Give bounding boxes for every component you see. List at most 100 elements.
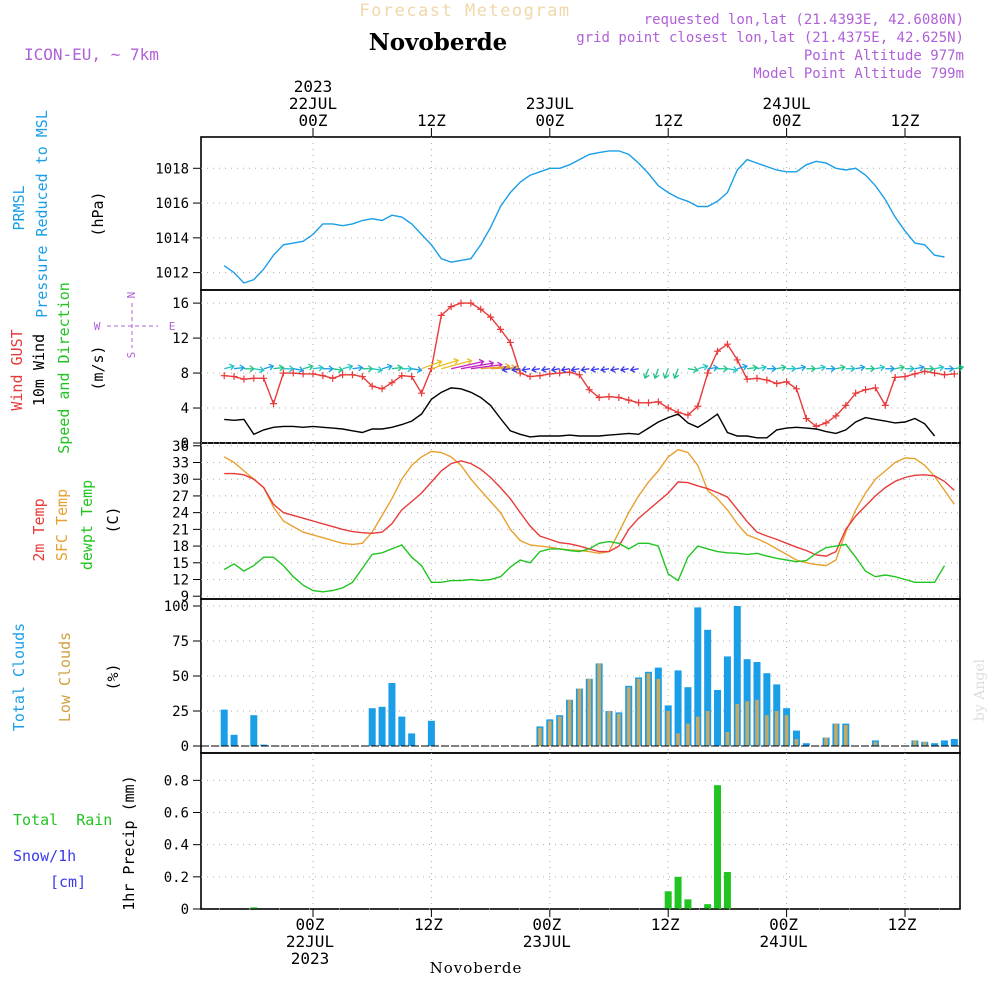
wind-direction-arrow [806,365,817,373]
wind-direction-arrow [431,357,460,370]
rain-bar [664,891,672,909]
wind-gust-marker [585,386,593,394]
wind-direction-arrow [332,366,344,374]
wind-direction-arrow [924,365,935,373]
wind-gust-marker [704,369,712,377]
total-cloud-bar [250,715,258,746]
wind-direction-arrow [401,365,413,373]
wind-direction-arrow [501,365,511,373]
wind-10m-line [224,387,936,439]
low-cloud-bar [597,663,601,746]
wind-gust-marker [329,374,337,382]
rain-bar [684,899,692,909]
data-marks [201,150,965,910]
wind-gust-marker [792,385,800,393]
pressure-y-tick-label: 1018 [155,161,189,177]
wind-direction-arrow [707,364,719,372]
clouds-y-tick-label: 100 [164,599,189,615]
wind-gust-marker [714,347,722,355]
rain-bar [674,876,682,909]
wind-gust-marker [516,369,524,377]
legend-snow-unit: [cm] [50,873,86,891]
total-cloud-bar [398,716,406,746]
bottom-time-label: 00Z [769,915,798,934]
low-cloud-bar [587,678,592,746]
t2m-line [224,460,955,557]
wind-direction-arrow [905,365,916,373]
bottom-time-label: 12Z [888,915,917,934]
low-cloud-bar [617,713,621,746]
wind-gust-marker [358,373,366,381]
wind-direction-arrow [934,364,945,372]
low-cloud-bar [784,715,789,746]
wind-gust-marker [763,376,771,384]
pressure-panel-frame [200,136,961,291]
wind-direction-arrow [652,368,660,380]
bottom-time-label: 00Z [532,915,561,934]
wind-direction-arrow [234,364,246,372]
total-cloud-bar [940,740,948,746]
wind-direction-arrow [776,364,787,372]
precip-y-tick-label: 0.6 [164,806,189,822]
total-cloud-bar [388,683,396,746]
gridlines [193,128,960,917]
wind-direction-arrow [531,365,541,373]
clouds-y-tick-label: 75 [172,634,189,650]
wind-direction-arrow [875,364,886,372]
low-cloud-bar [873,741,878,746]
temperature-y-tick-label: 30 [172,472,189,488]
info-model-altitude: Model Point Altitude 799m [753,66,964,82]
wind-direction-arrow [816,364,827,372]
wind-label-unit: (m/s) [89,345,107,390]
low-cloud-bar [765,715,769,746]
temp-label-unit: (C) [104,506,122,533]
rain-bar [704,904,712,909]
wind-gust-marker [802,415,810,423]
total-cloud-bar [763,673,771,746]
wind-y-tick-label: 8 [181,366,189,382]
wind-y-tick-label: 16 [172,296,189,312]
total-cloud-bar [674,670,682,746]
wind-direction-arrow [894,364,906,372]
precip-y-tick-label: 0 [181,902,189,918]
legend-snow: Snow/1h [13,847,76,865]
wind-direction-arrow [293,366,305,374]
top-time-label: 12Z [417,111,446,130]
wind-gust-marker [398,372,406,380]
total-cloud-bar [694,607,702,746]
low-cloud-bar [686,723,690,746]
low-cloud-bar [913,740,917,746]
wind-direction-arrow [642,368,650,380]
low-cloud-bar [636,678,641,746]
low-cloud-bar [745,701,749,746]
wind-gust-marker [477,305,485,313]
clouds-y-tick-label: 50 [172,669,189,685]
wind-panel-frame [200,289,961,444]
low-cloud-bar [735,704,740,746]
wind-direction-arrow [352,364,364,372]
wind-direction-arrow [362,365,374,373]
total-cloud-bar [802,743,810,746]
wind-gust-marker [447,303,455,311]
clouds-y-tick-label: 0 [181,739,189,755]
low-cloud-bar [646,673,651,746]
pressure-label-unit: (hPa) [89,191,107,236]
total-cloud-bar [260,744,268,746]
total-cloud-bar [230,734,238,746]
wind-direction-arrow [253,366,265,374]
wind-gust-marker [270,400,278,408]
top-time-label: 12Z [891,111,920,130]
wind-direction-arrow [619,365,629,373]
wind-gust-marker [556,369,564,377]
wind-gust-marker [773,380,781,388]
wind-gust-marker [694,402,702,410]
pressure-label-desc: Pressure Reduced to MSL [33,110,51,318]
wind-gust-marker [408,373,416,381]
total-cloud-bar [368,708,376,746]
wind-direction-arrow [855,364,866,372]
wind-direction-arrow [786,365,797,373]
wind-y-tick-label: 4 [181,401,189,417]
total-cloud-bar [714,690,722,746]
wind-gust-marker [822,419,830,427]
wind-gust-marker [871,384,879,392]
